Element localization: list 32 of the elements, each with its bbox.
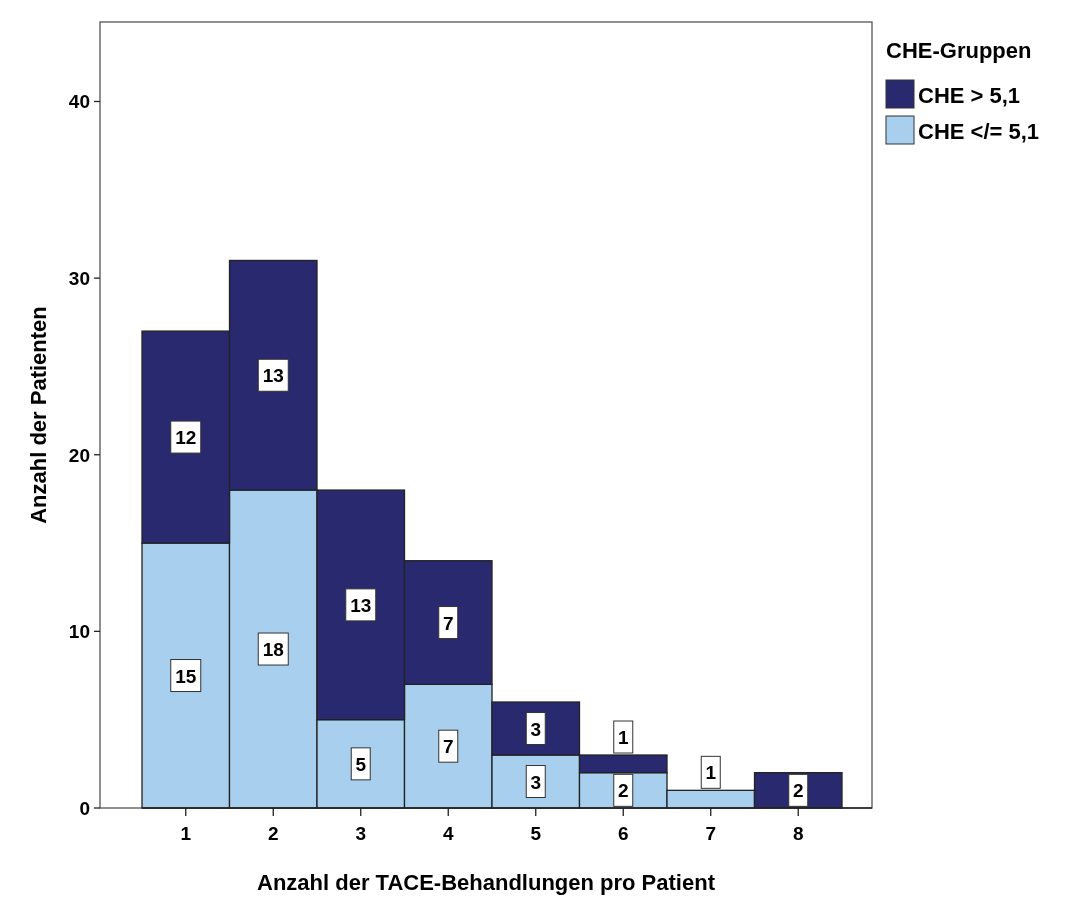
data-label: 2 (792, 780, 804, 802)
x-tick-label: 4 (442, 823, 454, 844)
data-label: 15 (175, 665, 197, 687)
data-label: 3 (530, 718, 542, 740)
legend-label: CHE </= 5,1 (918, 119, 1040, 144)
y-tick-label: 40 (68, 91, 90, 113)
x-tick-label: 6 (617, 823, 629, 844)
data-label: 3 (530, 771, 542, 793)
data-label: 1 (617, 727, 629, 749)
legend-label: CHE > 5,1 (918, 83, 1021, 108)
data-label: 13 (262, 365, 284, 387)
data-label: 12 (175, 427, 197, 449)
y-tick-label: 0 (79, 798, 90, 819)
x-axis-title: Anzahl der TACE-Behandlungen pro Patient (257, 870, 716, 895)
data-label: 13 (350, 594, 372, 616)
x-tick-label: 1 (180, 823, 192, 844)
x-tick-label: 2 (267, 823, 279, 844)
data-label: 5 (355, 753, 367, 775)
data-label: 2 (617, 780, 629, 802)
x-tick-label: 8 (792, 823, 804, 844)
data-label: 7 (442, 736, 454, 758)
x-tick-label: 5 (530, 823, 542, 844)
y-tick-label: 10 (68, 621, 90, 643)
data-label: 18 (262, 639, 284, 661)
x-tick-label: 3 (355, 823, 367, 844)
data-label: 7 (442, 612, 454, 634)
y-tick-label: 30 (68, 268, 90, 290)
y-axis-title: Anzahl der Patienten (26, 306, 51, 524)
y-tick-label: 20 (68, 444, 90, 466)
data-label: 1 (705, 762, 717, 784)
x-tick-label: 7 (705, 823, 717, 844)
legend-title: CHE-Gruppen (886, 38, 1032, 63)
